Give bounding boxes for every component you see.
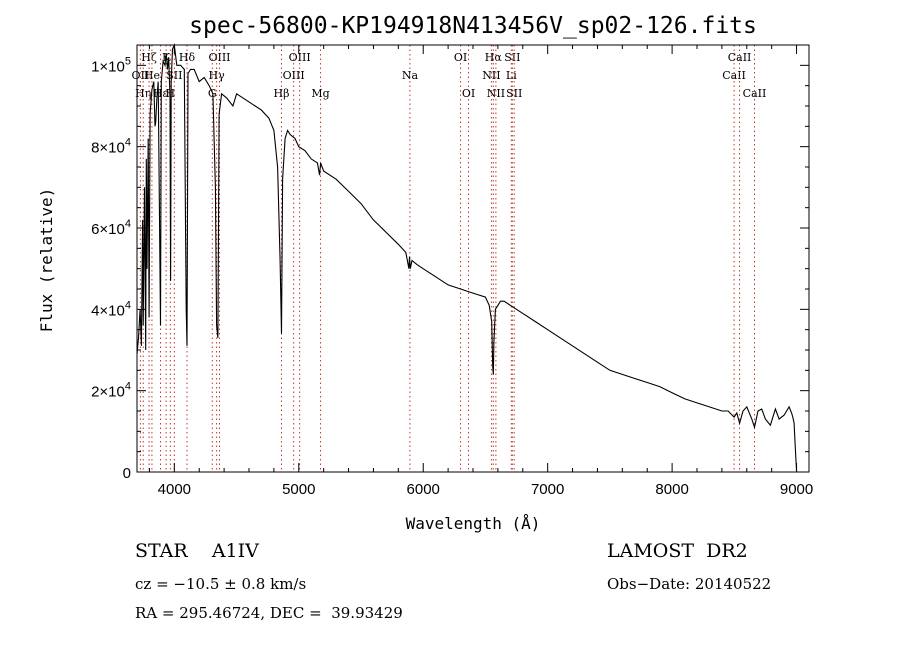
line-marker-label: OIII [289,51,311,64]
survey-name: LAMOST DR2 [607,540,748,562]
y-tick-label: 1×105 [91,55,131,75]
line-marker-label: Mg [311,87,329,100]
line-marker-label: OI [462,87,475,100]
y-axis-label: Flux (relative) [37,188,56,333]
line-marker-label: OII [132,69,150,82]
y-tick-label: 2×104 [91,381,131,401]
line-marker-label: NII [482,69,500,82]
line-marker-label: Hα [485,51,503,64]
line-marker-label: Hη [135,87,151,100]
x-tick-label: 6000 [407,481,440,498]
line-marker-label: CaII [722,69,746,82]
line-marker-label: Hζ [141,51,157,64]
x-tick-label: 9000 [780,481,813,498]
line-marker-label: SII [166,69,182,82]
ra-dec: RA = 295.46724, DEC = 39.93429 [135,604,403,622]
x-tick-label: 5000 [282,481,315,498]
y-tick-label: 6×104 [91,218,131,238]
y-tick-label: 8×104 [91,137,131,157]
line-marker-label: CaII [728,51,752,64]
x-tick-label: 4000 [158,481,191,498]
y-tick-label: 0 [123,465,131,482]
line-marker-label: Hδ [179,51,196,64]
spectrum-line [136,42,798,473]
x-axis-ticks: 4000 5000 6000 7000 8000 9000 [148,45,813,498]
plot-frame [136,44,810,473]
line-marker-label: SII [506,87,522,100]
line-marker-label: Hβ [274,87,290,100]
line-marker-label: Na [402,69,419,82]
line-marker-label: OIII [208,51,230,64]
line-marker-label: Hγ [209,69,226,82]
x-tick-label: 7000 [531,481,564,498]
object-class: STAR A1IV [135,540,259,562]
line-marker-label: He [144,69,160,82]
x-axis-label: Wavelength (Å) [406,514,541,533]
line-markers: OIIHηHζHeHεKHSIIHδGHγOIIIHβOIIIOIIIMgNaO… [132,45,767,472]
line-marker-label: NII [487,87,505,100]
line-marker-label: CaII [743,87,767,100]
chart-title: spec-56800-KP194918N413456V_sp02-126.fit… [189,13,757,39]
x-tick-label: 8000 [655,481,688,498]
line-marker-label: OIII [283,69,305,82]
y-tick-label: 4×104 [91,299,131,319]
line-marker-label: Li [506,69,517,82]
y-axis-ticks: 0 2×104 4×104 6×104 8×104 1×105 [91,55,809,482]
line-marker-label: OI [454,51,467,64]
obs-date: Obs−Date: 20140522 [607,575,772,593]
line-marker-label: SII [504,51,520,64]
redshift-cz: cz = −10.5 ± 0.8 km/s [135,575,307,593]
